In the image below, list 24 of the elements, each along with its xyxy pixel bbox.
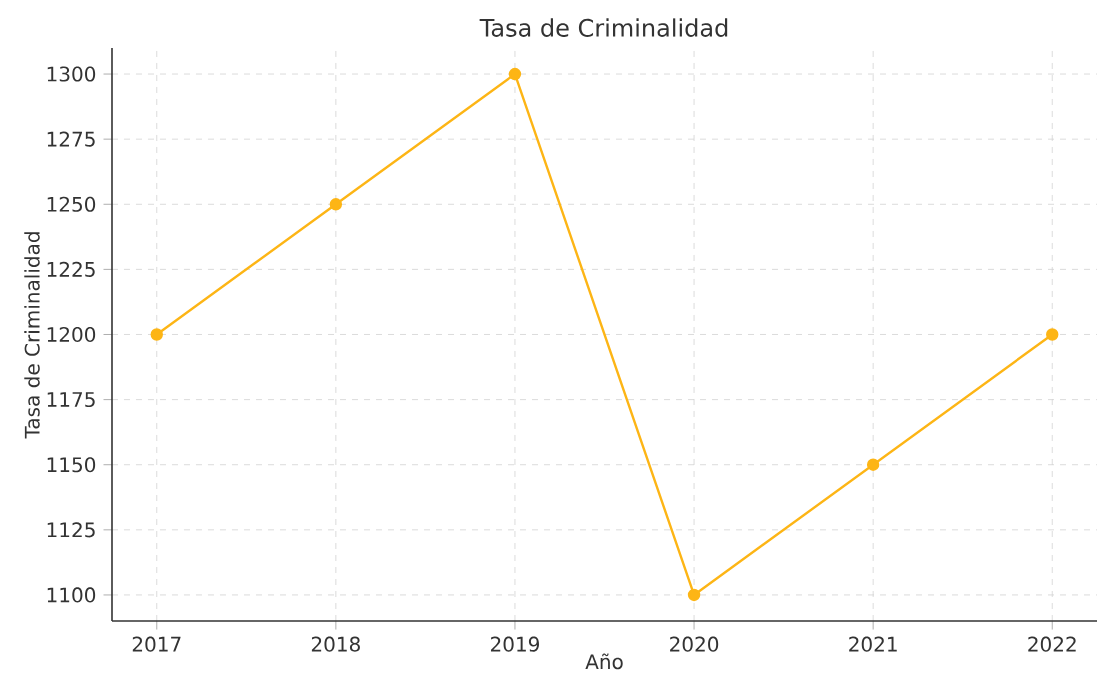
point [508,67,522,81]
x-tick-label: 2021 [849,636,897,652]
point [687,588,701,602]
point [150,328,163,341]
y-tick-label: 1100 [47,587,96,603]
chart-title: Tasa de Criminalidad [479,18,728,37]
x-tick-label: 2017 [132,636,181,652]
y-tick-label: 1150 [47,457,96,473]
y-tick-label: 1300 [47,66,96,82]
x-tick-label: 2020 [670,636,719,652]
point [329,198,343,211]
y-tick-label: 1175 [47,392,95,408]
x-axis-title: Año [585,653,623,670]
y-tick-label: 1225 [47,261,95,277]
point [866,458,880,471]
y-tick-label: 1125 [47,522,95,538]
y-tick-label: 1250 [47,196,96,212]
x-tick-label: 2019 [490,636,539,652]
x-tick-label: 2022 [1028,636,1076,652]
y-axis-title: Tasa de Criminalidad [24,232,40,439]
y-tick-label: 1200 [47,326,96,343]
x-tick-label: 2018 [311,636,360,652]
y-tick-label: 1275 [47,131,95,147]
point [1046,328,1059,341]
